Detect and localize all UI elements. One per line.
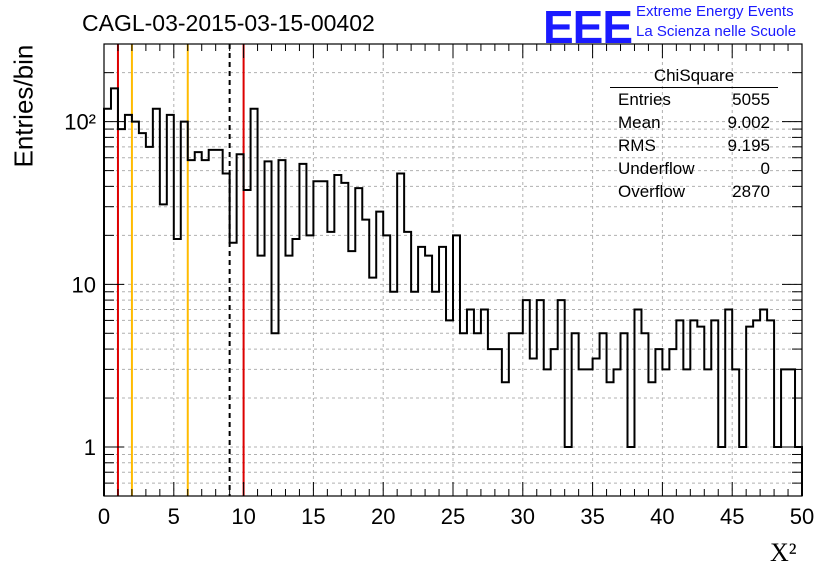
stats-row-entries: Entries 5055	[610, 88, 778, 111]
logo-line-1: Extreme Energy Events	[636, 3, 794, 20]
x-tick-label: 5	[168, 504, 180, 529]
x-tick-label: 20	[371, 504, 395, 529]
x-tick-label: 0	[98, 504, 110, 529]
stats-value: 5055	[732, 90, 770, 109]
stats-value: 2870	[732, 182, 770, 201]
stats-row-rms: RMS 9.195	[610, 134, 778, 157]
x-tick-label: 50	[790, 504, 814, 529]
stats-header: ChiSquare	[610, 66, 778, 88]
chart-title: CAGL-03-2015-03-15-00402	[82, 10, 375, 36]
eee-logo: EEE	[543, 1, 633, 53]
stats-box: ChiSquare Entries 5055 Mean 9.002 RMS 9.195…	[610, 66, 778, 203]
stats-label: RMS	[618, 136, 656, 155]
stats-value: 0	[760, 159, 770, 178]
x-tick-label: 10	[231, 504, 255, 529]
stats-label: Overflow	[618, 182, 686, 201]
logo-line-2: La Scienza nelle Scuole	[636, 23, 797, 40]
y-axis-label: Entries/bin	[8, 44, 39, 168]
stats-row-overflow: Overflow 2870	[610, 180, 778, 203]
x-tick-label: 35	[580, 504, 604, 529]
x-tick-label: 40	[650, 504, 674, 529]
x-axis-label: X²	[770, 538, 797, 567]
x-tick-label: 15	[301, 504, 325, 529]
x-tick-label: 25	[441, 504, 465, 529]
y-tick-label: 10²	[64, 110, 96, 135]
y-tick-label: 1	[84, 435, 96, 460]
stats-row-mean: Mean 9.002	[610, 111, 778, 134]
y-tick-label: 10	[72, 272, 96, 297]
stats-label: Entries	[618, 90, 671, 109]
stats-value: 9.195	[727, 136, 770, 155]
histogram-series	[103, 87, 803, 496]
x-tick-label: 30	[511, 504, 535, 529]
x-tick-label: 45	[720, 504, 744, 529]
stats-label: Mean	[618, 113, 661, 132]
stats-label: Underflow	[618, 159, 695, 178]
stats-row-underflow: Underflow 0	[610, 157, 778, 180]
stats-value: 9.002	[727, 113, 770, 132]
